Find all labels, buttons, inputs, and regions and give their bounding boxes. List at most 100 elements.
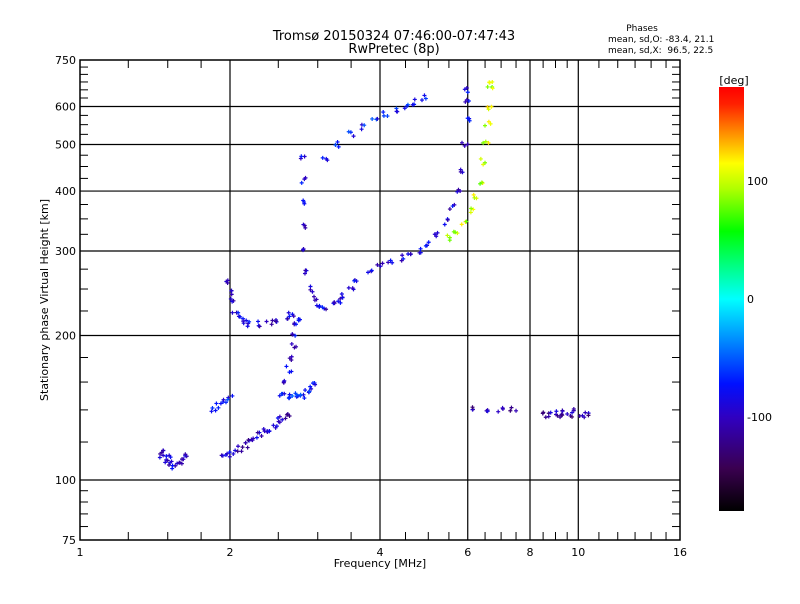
x-tick-label: 16 <box>673 546 687 559</box>
data-point <box>228 296 233 301</box>
colorbar-tick-label: 0 <box>747 293 754 306</box>
data-point <box>289 341 294 346</box>
y-tick-label: 75 <box>62 534 76 547</box>
data-point <box>378 264 383 269</box>
data-point <box>388 258 393 263</box>
data-point <box>418 246 423 251</box>
data-point <box>442 222 447 227</box>
data-point <box>333 143 338 148</box>
data-point <box>469 206 474 211</box>
data-point <box>435 230 440 235</box>
x-tick-label: 10 <box>571 546 585 559</box>
data-point <box>302 271 307 276</box>
data-point <box>560 413 565 418</box>
data-point <box>426 240 431 245</box>
data-point <box>386 260 391 265</box>
data-point <box>332 300 337 305</box>
data-point <box>299 154 304 159</box>
data-point <box>366 270 371 275</box>
data-point <box>381 110 386 115</box>
data-point <box>481 140 486 145</box>
data-point <box>560 409 565 414</box>
data-point <box>478 181 483 186</box>
colorbar-tick-label: -100 <box>747 411 772 424</box>
data-point <box>375 262 380 267</box>
data-point <box>422 93 427 98</box>
colorbar-tick-label: 100 <box>747 175 768 188</box>
data-point <box>294 322 299 327</box>
data-point <box>183 452 188 457</box>
data-point <box>282 378 287 383</box>
data-point <box>167 463 172 468</box>
data-point <box>210 405 215 410</box>
data-point <box>179 461 184 466</box>
axes: 1 2 4 6 8 10 16 75 100 200 300 400 500 600 750 <box>55 54 687 559</box>
data-point <box>395 109 400 114</box>
data-point <box>314 303 319 308</box>
data-point <box>170 463 175 468</box>
data-point <box>245 445 250 450</box>
data-point <box>496 409 501 414</box>
data-point <box>320 155 325 160</box>
data-point <box>244 318 249 323</box>
data-point <box>216 405 221 410</box>
data-point <box>478 156 483 161</box>
data-point <box>287 414 292 419</box>
data-point <box>459 140 464 145</box>
data-point <box>209 409 214 414</box>
data-point <box>359 127 364 132</box>
data-point <box>459 222 464 227</box>
data-point <box>464 86 469 91</box>
data-point <box>290 332 295 337</box>
data-point <box>500 405 505 410</box>
y-tick-label: 600 <box>55 101 76 114</box>
data-point <box>458 188 463 193</box>
data-point <box>225 397 230 402</box>
x-axis-label: Frequency [MHz] <box>334 557 426 570</box>
data-point <box>302 396 307 401</box>
data-point <box>254 435 259 440</box>
data-point <box>164 454 169 459</box>
data-point <box>302 177 307 182</box>
data-point <box>543 415 548 420</box>
data-point <box>339 292 344 297</box>
data-point <box>235 449 240 454</box>
data-point <box>434 234 439 239</box>
data-point <box>290 394 295 399</box>
data-point <box>432 232 437 237</box>
data-point <box>223 400 228 405</box>
data-point <box>546 414 551 419</box>
data-point <box>351 134 356 139</box>
data-point <box>277 414 282 419</box>
data-point <box>240 445 245 450</box>
data-point <box>485 84 490 89</box>
data-point <box>445 217 450 222</box>
data-point <box>257 324 262 329</box>
data-point <box>289 369 294 374</box>
data-point <box>340 295 345 300</box>
data-point <box>445 233 450 238</box>
data-point <box>470 405 475 410</box>
data-point <box>458 169 463 174</box>
y-tick-label: 500 <box>55 139 76 152</box>
data-point <box>301 222 306 227</box>
data-point <box>548 410 553 415</box>
data-point <box>488 121 493 126</box>
data-point <box>375 116 380 121</box>
data-point <box>405 103 410 108</box>
data-point <box>273 319 278 324</box>
data-point <box>346 129 351 134</box>
data-point <box>230 393 235 398</box>
data-point <box>283 416 288 421</box>
data-point <box>400 253 405 258</box>
data-point <box>324 307 329 312</box>
data-point <box>167 453 172 458</box>
data-point <box>181 457 186 462</box>
data-point <box>267 429 272 434</box>
data-point <box>399 258 404 263</box>
data-point <box>308 287 313 292</box>
data-point <box>508 408 513 413</box>
chart-subtitle: RwPretec (8p) <box>348 42 439 57</box>
data-point <box>565 412 570 417</box>
